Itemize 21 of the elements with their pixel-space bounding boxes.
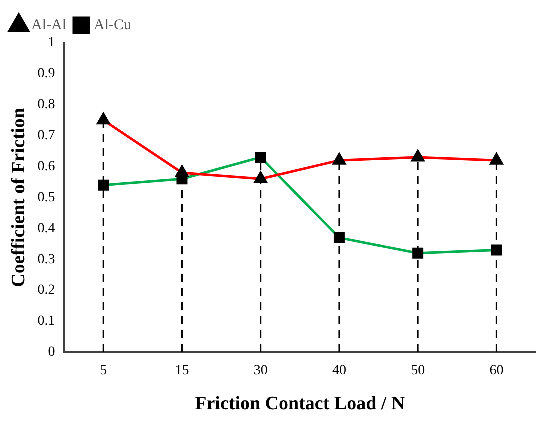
legend-label: Al-Al bbox=[32, 17, 66, 34]
y-tick-label: 1 bbox=[48, 36, 56, 51]
y-tick-label: 0.4 bbox=[38, 221, 56, 236]
x-tick-label: 5 bbox=[100, 363, 108, 378]
y-axis-title: Coefficient of Friction bbox=[8, 108, 30, 288]
x-axis-title: Friction Contact Load / N bbox=[195, 394, 406, 415]
x-tick-label: 40 bbox=[332, 363, 346, 378]
y-tick-label: 0.6 bbox=[38, 159, 56, 174]
y-tick-label: 0 bbox=[48, 345, 56, 360]
legend-label: Al-Cu bbox=[94, 17, 132, 34]
y-tick-label: 0.3 bbox=[38, 252, 56, 268]
y-tick-label: 0.8 bbox=[38, 98, 56, 113]
y-tick-label: 0.7 bbox=[38, 128, 56, 144]
y-tick-label: 0.5 bbox=[38, 190, 56, 206]
x-tick-label: 50 bbox=[411, 363, 426, 378]
y-tick-label: 0.9 bbox=[38, 66, 56, 82]
x-tick-label: 15 bbox=[175, 363, 190, 378]
x-tick-label: 30 bbox=[254, 363, 268, 378]
x-tick-label: 60 bbox=[490, 363, 504, 378]
y-tick-label: 0.2 bbox=[38, 283, 56, 298]
y-tick-label: 0.1 bbox=[38, 314, 56, 330]
